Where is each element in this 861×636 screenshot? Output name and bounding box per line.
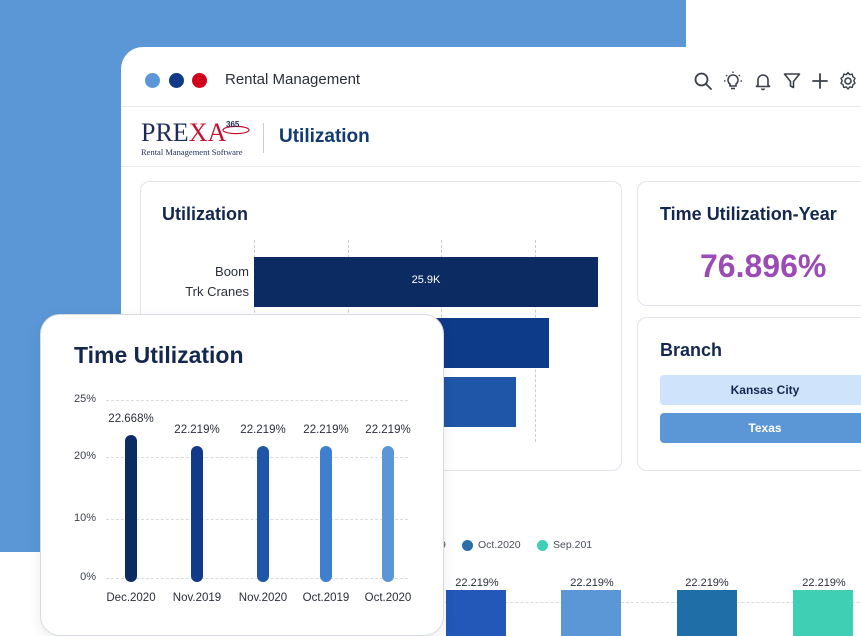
x-tick-label: Oct.2020	[364, 592, 412, 604]
gear-icon[interactable]	[838, 71, 858, 91]
y-tick-label: 20%	[73, 450, 96, 462]
time-utilization-year-title: Time Utilization-Year	[660, 204, 837, 224]
app-title: Rental Management	[225, 71, 361, 88]
y-tick-label: 0%	[80, 571, 96, 583]
bar-value-label: 22.219%	[240, 424, 286, 436]
legend-dot	[537, 539, 548, 551]
branch-option-texas[interactable]: Texas	[660, 413, 861, 443]
search-icon[interactable]	[693, 71, 713, 91]
legend-dot	[462, 539, 473, 551]
branch-option-kansas-city[interactable]: Kansas City	[660, 375, 861, 405]
filter-icon[interactable]	[782, 71, 802, 91]
time-utilization-bar[interactable]	[125, 435, 137, 582]
page-header: PREXA 365 Rental Management Software Uti…	[121, 107, 861, 167]
title-bar: Rental Management	[121, 47, 861, 107]
bottom-chart-bar[interactable]	[446, 590, 506, 636]
bar-value-label: 22.219%	[570, 577, 614, 589]
logo-365: 365	[226, 120, 240, 129]
x-tick-label: Dec.2020	[106, 592, 156, 604]
category-label-line2: Trk Cranes	[185, 284, 249, 299]
bar-value-label: 22.219%	[365, 424, 411, 436]
lightbulb-icon[interactable]	[723, 71, 743, 91]
time-utilization-card: Time Utilization 25% 20% 10% 0% 22.668% Dec.2…	[40, 314, 444, 636]
legend-label: Sep.201	[553, 539, 593, 551]
x-tick-label: Nov.2019	[172, 592, 222, 604]
time-utilization-bar[interactable]	[191, 446, 203, 582]
bar-value-label: 22.219%	[685, 577, 729, 589]
branch-card: Branch Kansas City Texas	[637, 317, 861, 471]
bar-value-label: 22.219%	[802, 577, 846, 589]
window-dot-red[interactable]	[192, 73, 207, 88]
category-label-line1: Boom	[215, 264, 249, 279]
bar-value-label: 22.219%	[303, 424, 349, 436]
window-dot-navy[interactable]	[169, 73, 184, 88]
legend-item[interactable]: Sep.201	[537, 539, 592, 551]
grid-line	[106, 400, 408, 401]
logo-subtitle: Rental Management Software	[141, 147, 243, 157]
legend-item[interactable]: Oct.2020	[462, 539, 521, 551]
bottom-chart-bar[interactable]	[793, 590, 853, 636]
x-tick-label: Oct.2019	[302, 592, 350, 604]
time-utilization-title: Time Utilization	[74, 342, 244, 368]
bar-value-label: 22.668%	[108, 413, 154, 425]
page-title: Utilization	[279, 126, 370, 147]
branch-title: Branch	[660, 340, 723, 360]
bottom-chart-bar[interactable]	[561, 590, 621, 636]
x-tick-label: Nov.2020	[238, 592, 288, 604]
grid-line	[440, 602, 861, 603]
time-utilization-bar[interactable]	[382, 446, 394, 582]
utilization-card-title: Utilization	[162, 204, 248, 224]
bottom-chart-bar[interactable]	[677, 590, 737, 636]
time-utilization-bar[interactable]	[320, 446, 332, 582]
logo-wordmark: PREXA	[141, 118, 227, 147]
bar-value-label: 22.219%	[455, 577, 499, 589]
bell-icon[interactable]	[753, 71, 773, 91]
time-utilization-year-value: 76.896%	[700, 248, 827, 284]
bar-value-label: 25.9K	[411, 274, 441, 286]
utilization-bar[interactable]: 25.9K	[254, 257, 598, 307]
category-label: Boom Trk Cranes	[141, 261, 249, 305]
time-utilization-year-card: Time Utilization-Year 76.896%	[637, 181, 861, 306]
prexa-logo[interactable]: PREXA 365 Rental Management Software	[141, 119, 251, 157]
y-tick-label: 25%	[73, 393, 96, 405]
bar-value-label: 22.219%	[174, 424, 220, 436]
window-dot-light-blue[interactable]	[145, 73, 160, 88]
legend-label: Oct.2020	[478, 539, 521, 551]
time-utilization-bar[interactable]	[257, 446, 269, 582]
y-tick-label: 10%	[73, 512, 96, 524]
plus-icon[interactable]	[810, 71, 830, 91]
header-divider	[263, 123, 264, 153]
logo-swoosh-icon	[222, 125, 250, 135]
